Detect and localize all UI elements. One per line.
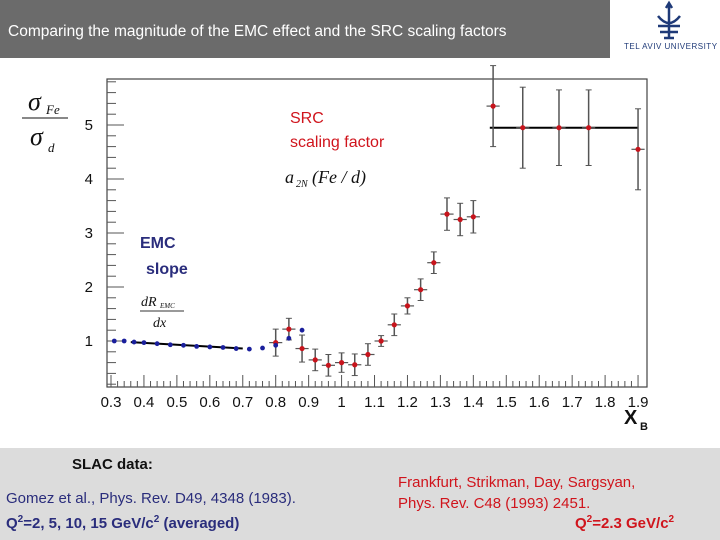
- slide-title: Comparing the magnitude of the EMC effec…: [8, 23, 507, 40]
- svg-text:5: 5: [85, 117, 93, 134]
- svg-text:1.5: 1.5: [496, 394, 517, 411]
- emc-label-line1: EMC: [140, 235, 176, 252]
- title-bar: Comparing the magnitude of the EMC effec…: [0, 0, 610, 58]
- references-footer: SLAC data: Gomez et al., Phys. Rev. D49,…: [0, 448, 720, 540]
- chart: 1 2 3 4 5 0.3 0.4 0.5 0.6 0.7 0.8 0.9 1 1.1 1.2 1.3 1.4 1…: [22, 65, 649, 433]
- slac-data-label: SLAC data:: [72, 456, 153, 473]
- slac-q2: Q2=2, 5, 10, 15 GeV/c2 (averaged): [6, 514, 240, 532]
- svg-text:1: 1: [337, 394, 345, 411]
- emc-formula-num: dR: [141, 295, 157, 310]
- emc-formula-num-sub: EMC: [159, 302, 175, 310]
- university-logo: TEL AVIV UNIVERSITY: [618, 0, 720, 58]
- src-formula-rest: (Fe / d): [312, 167, 366, 188]
- svg-text:1.1: 1.1: [364, 394, 385, 411]
- src-formula: a: [285, 167, 294, 187]
- src-formula-sub: 2N: [296, 179, 309, 190]
- svg-text:1: 1: [85, 333, 93, 350]
- src-label-line2: scaling factor: [290, 134, 385, 151]
- svg-text:4: 4: [85, 171, 93, 188]
- svg-text:1.6: 1.6: [529, 394, 550, 411]
- svg-text:1.7: 1.7: [562, 394, 583, 411]
- src-reference-line1: Frankfurt, Strikman, Day, Sargsyan,: [398, 474, 636, 491]
- svg-text:0.3: 0.3: [101, 394, 122, 411]
- emc-formula-den: dx: [153, 316, 167, 331]
- src-reference-line2: Phys. Rev. C48 (1993) 2451.: [398, 495, 591, 512]
- ylabel-denominator: σ: [30, 122, 44, 151]
- logo-text: TEL AVIV UNIVERSITY: [624, 42, 718, 51]
- svg-text:0.8: 0.8: [265, 394, 286, 411]
- src-label-line1: SRC: [290, 110, 324, 127]
- svg-text:1.8: 1.8: [595, 394, 616, 411]
- tel-aviv-emblem-icon: [657, 0, 681, 40]
- xlabel-sub: B: [640, 421, 648, 433]
- src-points: [269, 65, 645, 377]
- xlabel: X: [624, 407, 638, 429]
- src-q2: Q2=2.3 GeV/c2: [575, 514, 675, 532]
- svg-text:0.5: 0.5: [166, 394, 187, 411]
- svg-text:1.9: 1.9: [628, 394, 649, 411]
- svg-text:0.7: 0.7: [232, 394, 253, 411]
- svg-text:1.3: 1.3: [430, 394, 451, 411]
- svg-text:0.4: 0.4: [134, 394, 155, 411]
- svg-text:1.4: 1.4: [463, 394, 484, 411]
- ylabel-numerator-sub: Fe: [45, 102, 60, 117]
- svg-text:3: 3: [85, 225, 93, 242]
- fit-lines: [130, 126, 639, 350]
- svg-text:0.9: 0.9: [298, 394, 319, 411]
- emc-label-line2: slope: [146, 261, 188, 278]
- svg-text:2: 2: [85, 279, 93, 296]
- emc-points: [111, 327, 305, 352]
- svg-text:1.2: 1.2: [397, 394, 418, 411]
- svg-text:0.6: 0.6: [199, 394, 220, 411]
- slac-reference: Gomez et al., Phys. Rev. D49, 4348 (1983…: [6, 490, 296, 507]
- ylabel-numerator: σ: [28, 87, 42, 116]
- ylabel-denominator-sub: d: [48, 140, 55, 155]
- axis-ticks: 1 2 3 4 5 0.3 0.4 0.5 0.6 0.7 0.8 0.9 1 1.1 1.2 1.3 1.4 1…: [85, 81, 649, 411]
